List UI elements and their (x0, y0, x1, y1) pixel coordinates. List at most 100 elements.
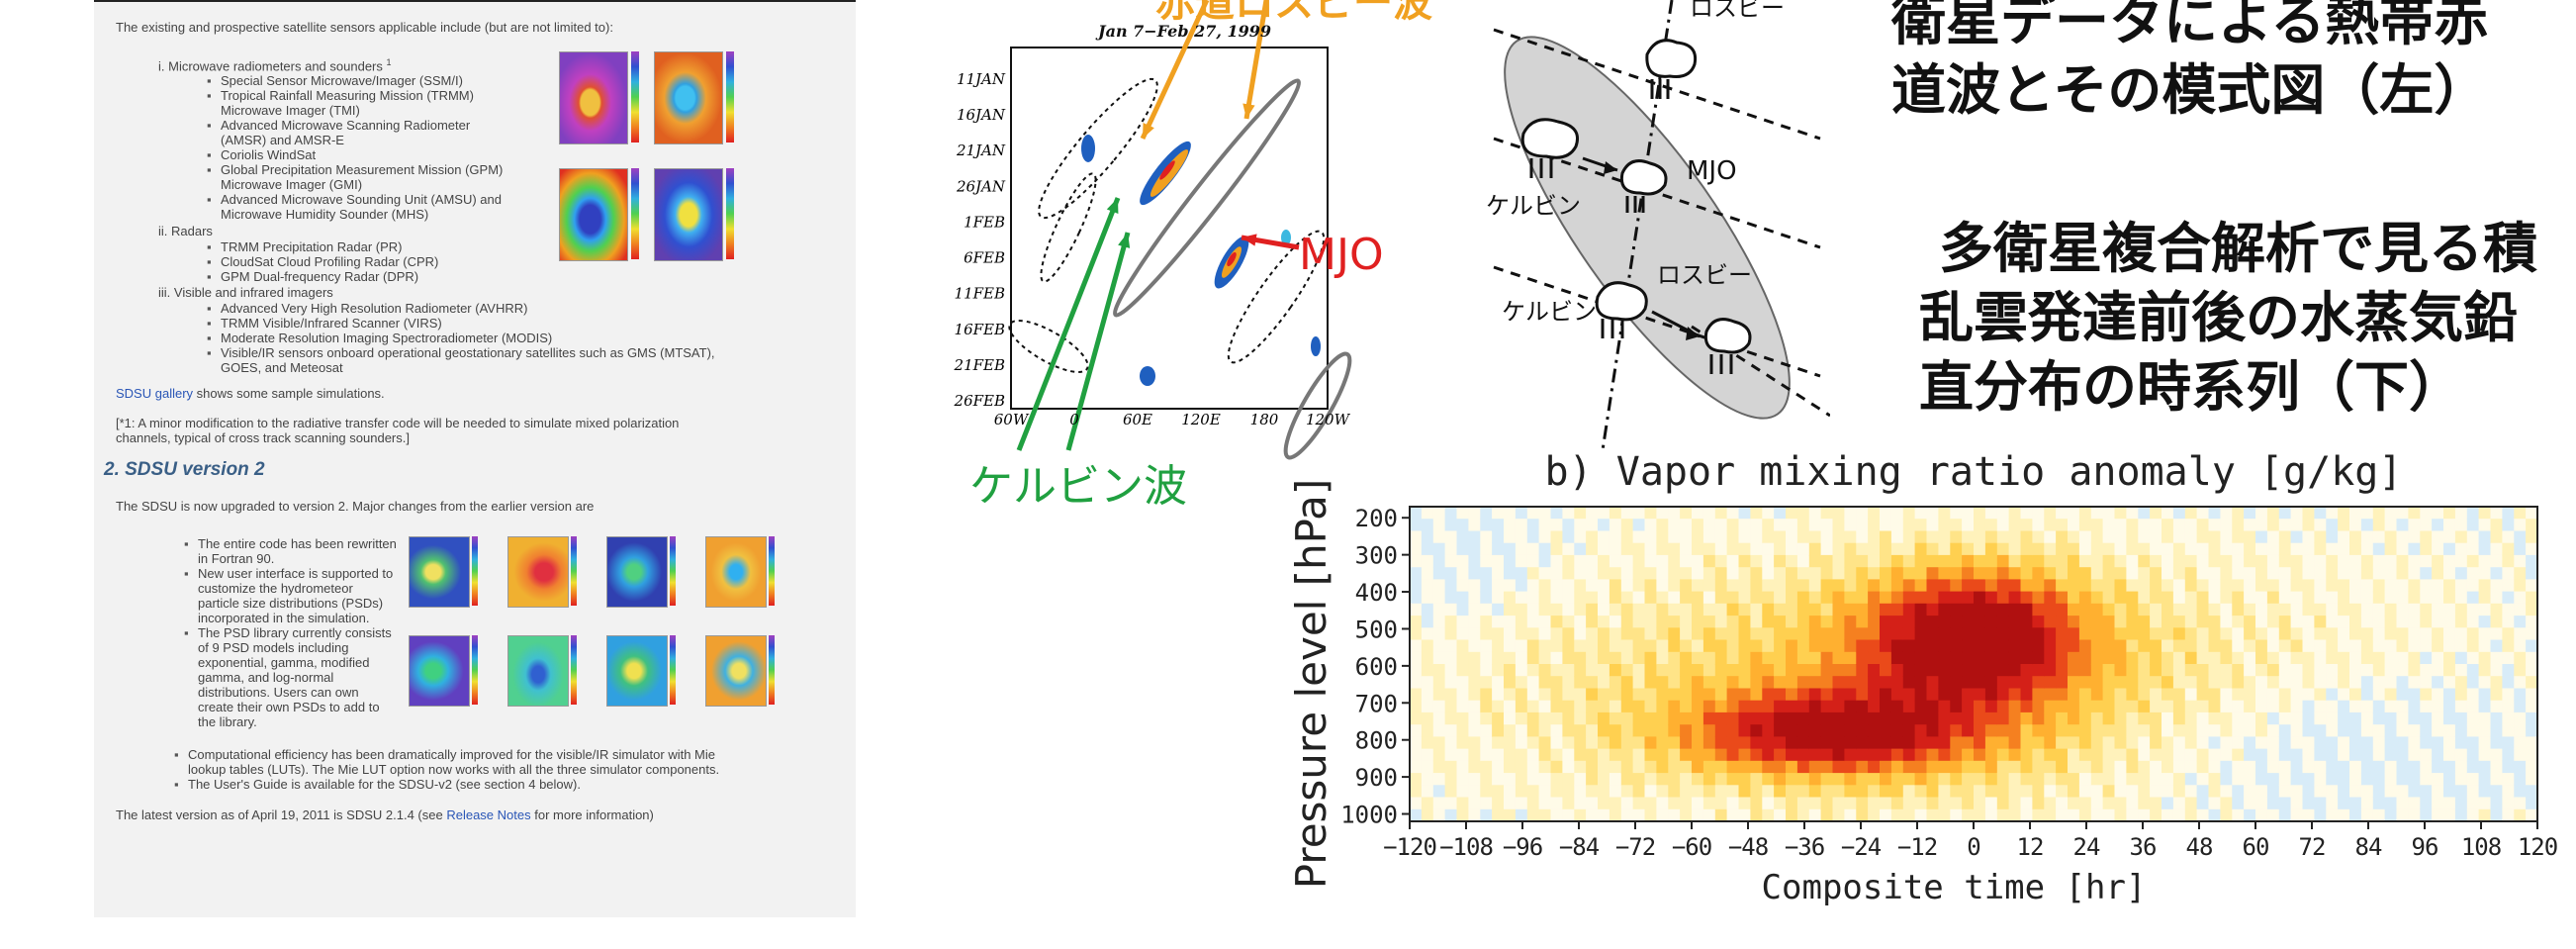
heat-cell (1421, 542, 1434, 556)
heat-cell (1468, 591, 1481, 605)
heat-cell (1668, 639, 1681, 653)
heat-cell (1644, 567, 1657, 580)
heat-cell (1550, 664, 1563, 677)
heat-cell (1526, 760, 1540, 774)
heat-cell (1962, 736, 1975, 750)
heat-cell (2090, 627, 2104, 641)
heat-cell (1738, 616, 1751, 628)
release-notes-link[interactable]: Release Notes (446, 807, 531, 822)
heat-cell (2266, 591, 2280, 605)
heat-cell (1808, 554, 1822, 568)
list-item: of 9 PSD models including (198, 640, 349, 655)
heat-cell (1726, 567, 1740, 580)
heat-cell (1750, 797, 1763, 810)
heat-cell (2314, 808, 2327, 822)
heat-cell (1456, 579, 1469, 593)
x-tick-label: −96 (1503, 833, 1542, 861)
heat-cell (2338, 616, 2350, 628)
heat-cell (2078, 651, 2092, 665)
heat-cell (2172, 627, 2186, 641)
heat-cell (1562, 507, 1575, 520)
hov-arrow (1065, 232, 1131, 451)
heat-cell (1680, 785, 1693, 799)
heat-cell (2302, 676, 2315, 689)
heat-cell (1714, 519, 1728, 531)
heat-cell (2514, 808, 2527, 822)
label-mjo: MJO (1299, 230, 1384, 280)
heat-cell (2396, 797, 2409, 810)
heat-cell (2172, 567, 2186, 580)
list-item: customize the hydrometeor (198, 581, 353, 596)
heat-cell (2056, 773, 2069, 786)
heat-cell (2090, 579, 2104, 593)
heat-cell (1938, 567, 1951, 580)
heat-cell (1844, 579, 1857, 593)
heat-cell (1421, 627, 1434, 641)
heat-cell (2490, 530, 2503, 544)
heat-cell (2255, 507, 2268, 520)
heat-cell (2232, 616, 2245, 628)
heat-cell (1444, 712, 1458, 725)
heat-cell (1820, 748, 1834, 762)
heat-cell (2360, 664, 2374, 677)
heat-cell (2114, 542, 2127, 556)
heat-cell (2278, 748, 2292, 762)
heat-cell (1538, 688, 1552, 702)
heat-cell (1656, 639, 1669, 653)
heat-cell (1609, 567, 1622, 580)
heat-cell (1656, 530, 1669, 544)
heat-cell (2349, 664, 2362, 677)
heat-cell (1726, 519, 1740, 531)
heat-cell (2396, 724, 2409, 737)
hov-feature (1150, 149, 1189, 197)
heat-cell (2372, 651, 2386, 665)
heat-cell (2372, 760, 2386, 774)
heat-cell (1644, 736, 1657, 750)
thumb-tb-89v (559, 168, 628, 261)
heat-cell (2326, 785, 2339, 799)
heat-cell (1974, 736, 1986, 750)
heat-cell (1820, 808, 1834, 822)
heat-cell (1692, 567, 1704, 580)
heat-cell (1702, 507, 1716, 520)
heat-cell (2502, 507, 2515, 520)
heat-cell (2114, 797, 2127, 810)
headline-line-1: 衛星データによる熱帯赤 (1891, 0, 2489, 52)
heat-cell (2196, 530, 2210, 544)
heat-cell (2138, 664, 2151, 677)
heat-cell (1714, 591, 1728, 605)
heat-cell (1786, 542, 1798, 556)
heat-cell (1890, 724, 1904, 737)
heat-cell (1456, 639, 1469, 653)
heat-cell (2266, 627, 2280, 641)
list-item: the library. (198, 714, 257, 729)
heat-cell (1890, 736, 1904, 750)
heat-cell (2220, 785, 2233, 799)
sdsu-gallery-link[interactable]: SDSU gallery (116, 386, 194, 401)
heat-cell (2255, 712, 2268, 725)
heat-cell (2196, 567, 2210, 580)
heat-cell (1856, 748, 1869, 762)
heat-cell (2056, 736, 2069, 750)
heat-cell (1432, 724, 1446, 737)
heat-cell (2502, 773, 2515, 786)
heat-cell (1880, 785, 1892, 799)
heat-cell (1962, 627, 1975, 641)
heat-cell (2384, 591, 2398, 605)
heat-cell (1480, 736, 1493, 750)
heat-cell (2090, 688, 2104, 702)
heat-cell (2302, 507, 2315, 520)
heat-cell (1750, 627, 1763, 641)
heat-cell (1550, 519, 1563, 531)
heat-cell (2302, 797, 2315, 810)
heat-cell (2338, 808, 2350, 822)
heat-cell (1880, 579, 1892, 593)
heat-cell (1562, 616, 1575, 628)
heat-cell (1456, 748, 1469, 762)
x-tick-label: 96 (2412, 833, 2438, 861)
heat-cell (1480, 712, 1493, 725)
heat-cell (1492, 773, 1505, 786)
heat-cell (1926, 724, 1939, 737)
heat-cell (1632, 676, 1646, 689)
heat-cell (1984, 579, 1998, 593)
